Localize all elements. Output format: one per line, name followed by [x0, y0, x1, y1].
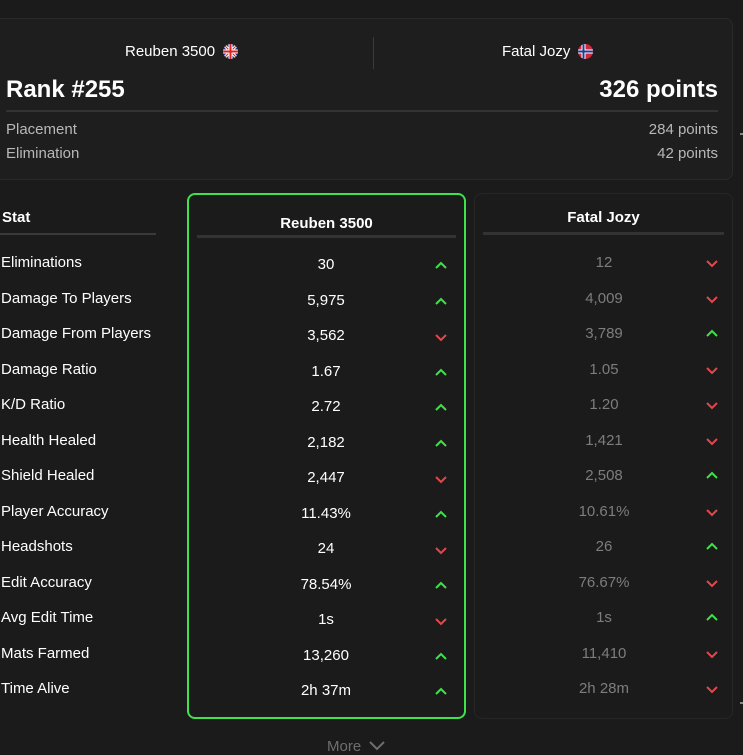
stat-name: Eliminations [1, 254, 82, 271]
rank-label: Rank #255 [6, 76, 125, 103]
chevron-up-icon [705, 540, 719, 554]
player-b-stat-value: 76.67% [578, 574, 630, 591]
chevron-down-icon [434, 614, 448, 628]
player-a-card-title: Reuben 3500 [280, 215, 373, 232]
player-b-stat-value: 1s [596, 609, 612, 626]
chevron-up-icon [434, 685, 448, 699]
chevron-up-icon [434, 437, 448, 451]
stat-name: Avg Edit Time [1, 609, 94, 626]
chevron-down-icon [705, 363, 719, 377]
chevron-down-icon [705, 398, 719, 412]
elimination-points: 42 points [657, 145, 718, 162]
stat-name: Mats Farmed [1, 645, 90, 662]
player-a-stat-value: 2h 37m [300, 682, 352, 699]
player-a-name: Reuben 3500 [125, 43, 216, 60]
more-button[interactable]: More [327, 738, 385, 755]
chevron-up-icon [705, 327, 719, 341]
stat-column-header: Stat [2, 209, 31, 226]
chevron-down-icon [705, 647, 719, 661]
stat-header-divider [0, 233, 156, 235]
match-summary-card [0, 18, 733, 180]
header-divider [373, 37, 374, 69]
edge-mark [740, 133, 743, 135]
summary-divider [6, 110, 718, 112]
chevron-up-icon [434, 366, 448, 380]
chevron-down-icon [705, 256, 719, 270]
chevron-up-icon [434, 401, 448, 415]
chevron-down-icon [369, 738, 385, 755]
norway-flag-icon [578, 44, 594, 59]
chevron-up-icon [705, 469, 719, 483]
stat-name: Health Healed [1, 432, 97, 449]
player-b-stat-value: 1.20 [589, 396, 619, 413]
player-b-name: Fatal Jozy [502, 43, 571, 60]
total-points: 326 points [599, 76, 718, 103]
edge-mark [740, 702, 743, 704]
player-b-stat-value: 3,789 [585, 325, 623, 342]
player-a-stat-value: 2,447 [307, 469, 345, 486]
chevron-down-icon [434, 472, 448, 486]
stat-name: Headshots [1, 538, 73, 555]
stat-name: Shield Healed [1, 467, 95, 484]
player-a-stat-value: 1.67 [311, 363, 341, 380]
stat-name: Edit Accuracy [1, 574, 92, 591]
player-a-stat-value: 2.72 [311, 398, 341, 415]
chevron-down-icon [705, 434, 719, 448]
chevron-up-icon [434, 508, 448, 522]
player-a-header: Reuben 3500 [125, 43, 239, 60]
player-a-stat-value: 30 [317, 256, 335, 273]
elimination-label: Elimination [6, 145, 80, 162]
player-b-stat-value: 12 [595, 254, 613, 271]
player-a-card-divider [197, 235, 456, 238]
chevron-up-icon [434, 579, 448, 593]
player-b-stat-value: 26 [595, 538, 613, 555]
player-b-stats-card[interactable]: Fatal Jozy [474, 193, 733, 719]
stat-name: Damage From Players [1, 325, 152, 342]
player-b-stat-value: 10.61% [578, 503, 630, 520]
chevron-down-icon [434, 543, 448, 557]
player-b-stat-value: 4,009 [585, 290, 623, 307]
stat-name: K/D Ratio [1, 396, 66, 413]
player-b-stat-value: 11,410 [581, 645, 627, 662]
player-b-stat-value: 2h 28m [578, 680, 630, 697]
player-a-stats-card[interactable]: Reuben 3500 [187, 193, 466, 719]
player-a-stat-value: 1s [318, 611, 334, 628]
chevron-down-icon [434, 330, 448, 344]
chevron-down-icon [705, 292, 719, 306]
player-b-stat-value: 1,421 [585, 432, 623, 449]
chevron-up-icon [434, 650, 448, 664]
player-b-header: Fatal Jozy [502, 43, 594, 60]
stat-name: Damage Ratio [1, 361, 97, 378]
player-a-stat-value: 78.54% [300, 576, 352, 593]
player-a-stat-value: 24 [317, 540, 335, 557]
player-b-card-title: Fatal Jozy [567, 209, 640, 226]
player-a-stat-value: 3,562 [307, 327, 345, 344]
player-a-stat-value: 2,182 [307, 434, 345, 451]
player-a-stat-value: 5,975 [307, 292, 345, 309]
player-a-stat-value: 11.43% [301, 505, 351, 522]
chevron-down-icon [705, 505, 719, 519]
chevron-up-icon [705, 611, 719, 625]
player-b-stat-value: 1.05 [589, 361, 619, 378]
stat-name: Time Alive [1, 680, 70, 697]
placement-points: 284 points [648, 121, 718, 138]
player-b-stat-value: 2,508 [585, 467, 623, 484]
stat-name: Player Accuracy [1, 503, 109, 520]
chevron-up-icon [434, 259, 448, 273]
more-label: More [327, 738, 362, 755]
stat-name: Damage To Players [1, 290, 132, 307]
player-a-stat-value: 13,260 [303, 647, 349, 664]
placement-label: Placement [6, 121, 77, 138]
uk-flag-icon [223, 44, 239, 59]
chevron-down-icon [705, 682, 719, 696]
chevron-down-icon [705, 576, 719, 590]
chevron-up-icon [434, 295, 448, 309]
player-b-card-divider [483, 232, 724, 235]
